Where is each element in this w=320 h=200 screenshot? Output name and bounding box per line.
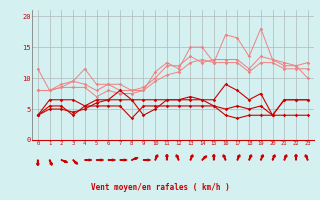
Text: Vent moyen/en rafales ( km/h ): Vent moyen/en rafales ( km/h ) — [91, 183, 229, 192]
